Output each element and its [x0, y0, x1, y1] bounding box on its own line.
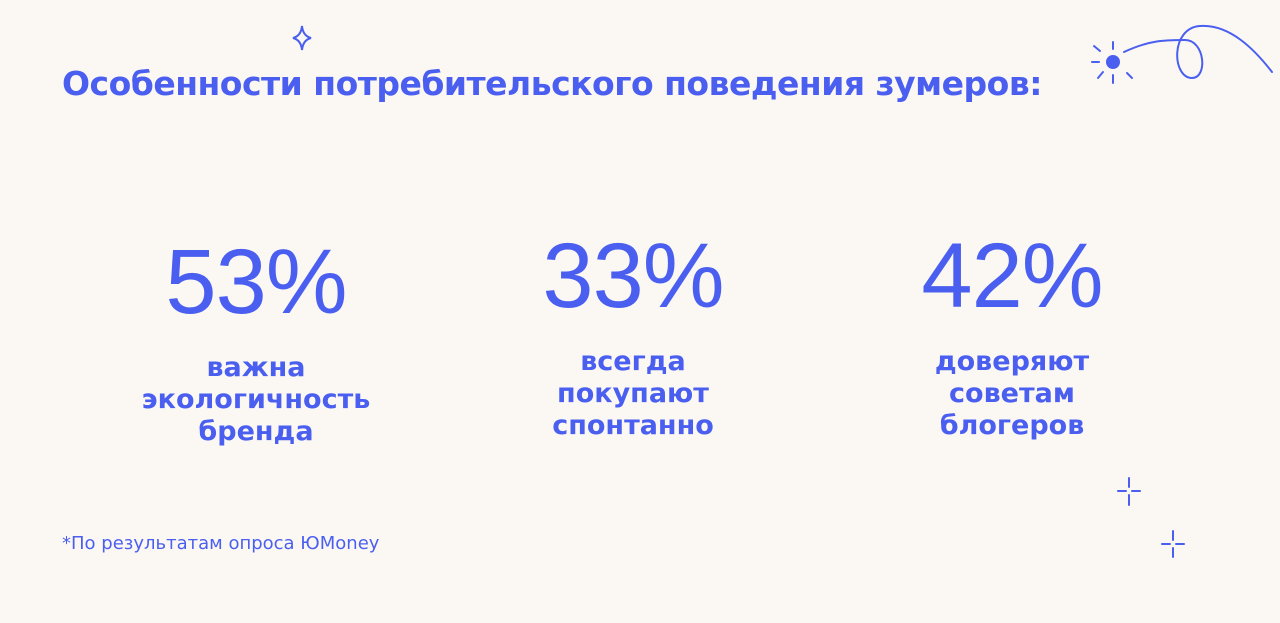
stat-description: важна экологичность бренда: [86, 352, 426, 448]
description-line: экологичность: [141, 384, 371, 415]
sparkle: [1161, 530, 1185, 558]
title: Особенности потребительского поведения з…: [62, 64, 1042, 103]
stat-description: всегда покупают спонтанно: [463, 346, 803, 442]
description-line: советам: [949, 378, 1075, 409]
stat-value: 53%: [165, 231, 347, 333]
description-line: важна: [206, 352, 306, 383]
sparkle: [1117, 477, 1141, 506]
description-line: спонтанно: [552, 410, 714, 441]
stat-block: 53% важна экологичность бренда: [86, 222, 426, 448]
stat-value: 42%: [921, 225, 1103, 327]
sun-rays: [1091, 41, 1133, 84]
description-line: всегда: [580, 346, 686, 377]
footnote: *По результатам опроса ЮMoney: [62, 533, 380, 554]
sparkle: [292, 25, 312, 51]
stat-value: 33%: [542, 225, 724, 327]
stat-block: 33% всегда покупают спонтанно: [463, 216, 803, 442]
stat-description: доверяют советам блогеров: [842, 346, 1182, 442]
description-line: доверяют: [934, 346, 1090, 377]
sun-dot: [1106, 55, 1120, 69]
swirl: [1123, 24, 1273, 80]
stat-block: 42% доверяют советам блогеров: [842, 216, 1182, 442]
description-line: блогеров: [939, 410, 1085, 441]
description-line: бренда: [198, 416, 314, 447]
description-line: покупают: [557, 378, 709, 409]
